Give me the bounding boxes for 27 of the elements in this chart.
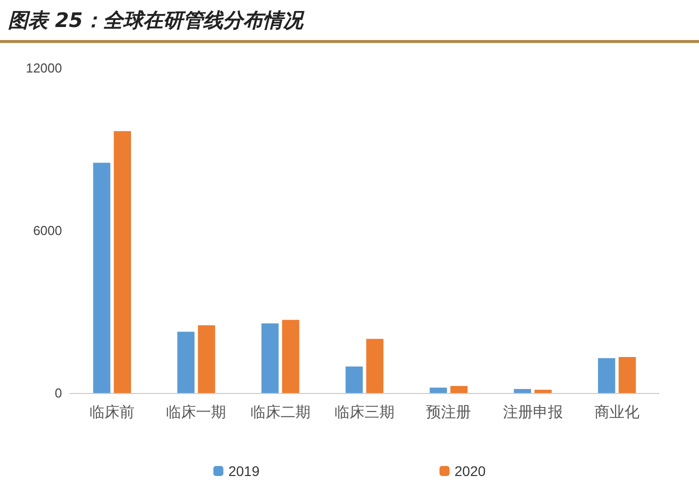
x-tick-label: 临床三期 bbox=[334, 404, 394, 421]
bar bbox=[261, 323, 279, 393]
y-tick-label: 0 bbox=[54, 386, 62, 400]
bar bbox=[534, 390, 552, 393]
bar bbox=[93, 162, 110, 393]
bar bbox=[450, 386, 468, 393]
x-tick-label: 临床一期 bbox=[166, 404, 226, 421]
bar bbox=[346, 366, 363, 393]
bar bbox=[618, 356, 636, 393]
x-tick-label: 临床前 bbox=[90, 404, 135, 421]
y-tick-label: 6000 bbox=[33, 223, 62, 238]
legend-label: 2020 bbox=[454, 463, 486, 479]
x-tick-label: 注册申报 bbox=[502, 404, 563, 421]
x-tick-label: 预注册 bbox=[426, 404, 472, 421]
bar bbox=[177, 332, 194, 393]
bar bbox=[514, 388, 532, 393]
x-tick-label: 商业化 bbox=[594, 404, 640, 421]
chart-title: 图表 25：全球在研管线分布情况 bbox=[0, 0, 699, 43]
x-tick-label: 临床二期 bbox=[250, 404, 310, 421]
bar bbox=[598, 358, 616, 393]
legend-label: 2019 bbox=[228, 463, 260, 479]
bar bbox=[366, 338, 384, 393]
bar bbox=[114, 131, 132, 393]
bar bbox=[430, 388, 447, 393]
bar bbox=[282, 320, 300, 393]
y-tick-label: 12000 bbox=[26, 60, 62, 76]
bar bbox=[198, 325, 216, 393]
